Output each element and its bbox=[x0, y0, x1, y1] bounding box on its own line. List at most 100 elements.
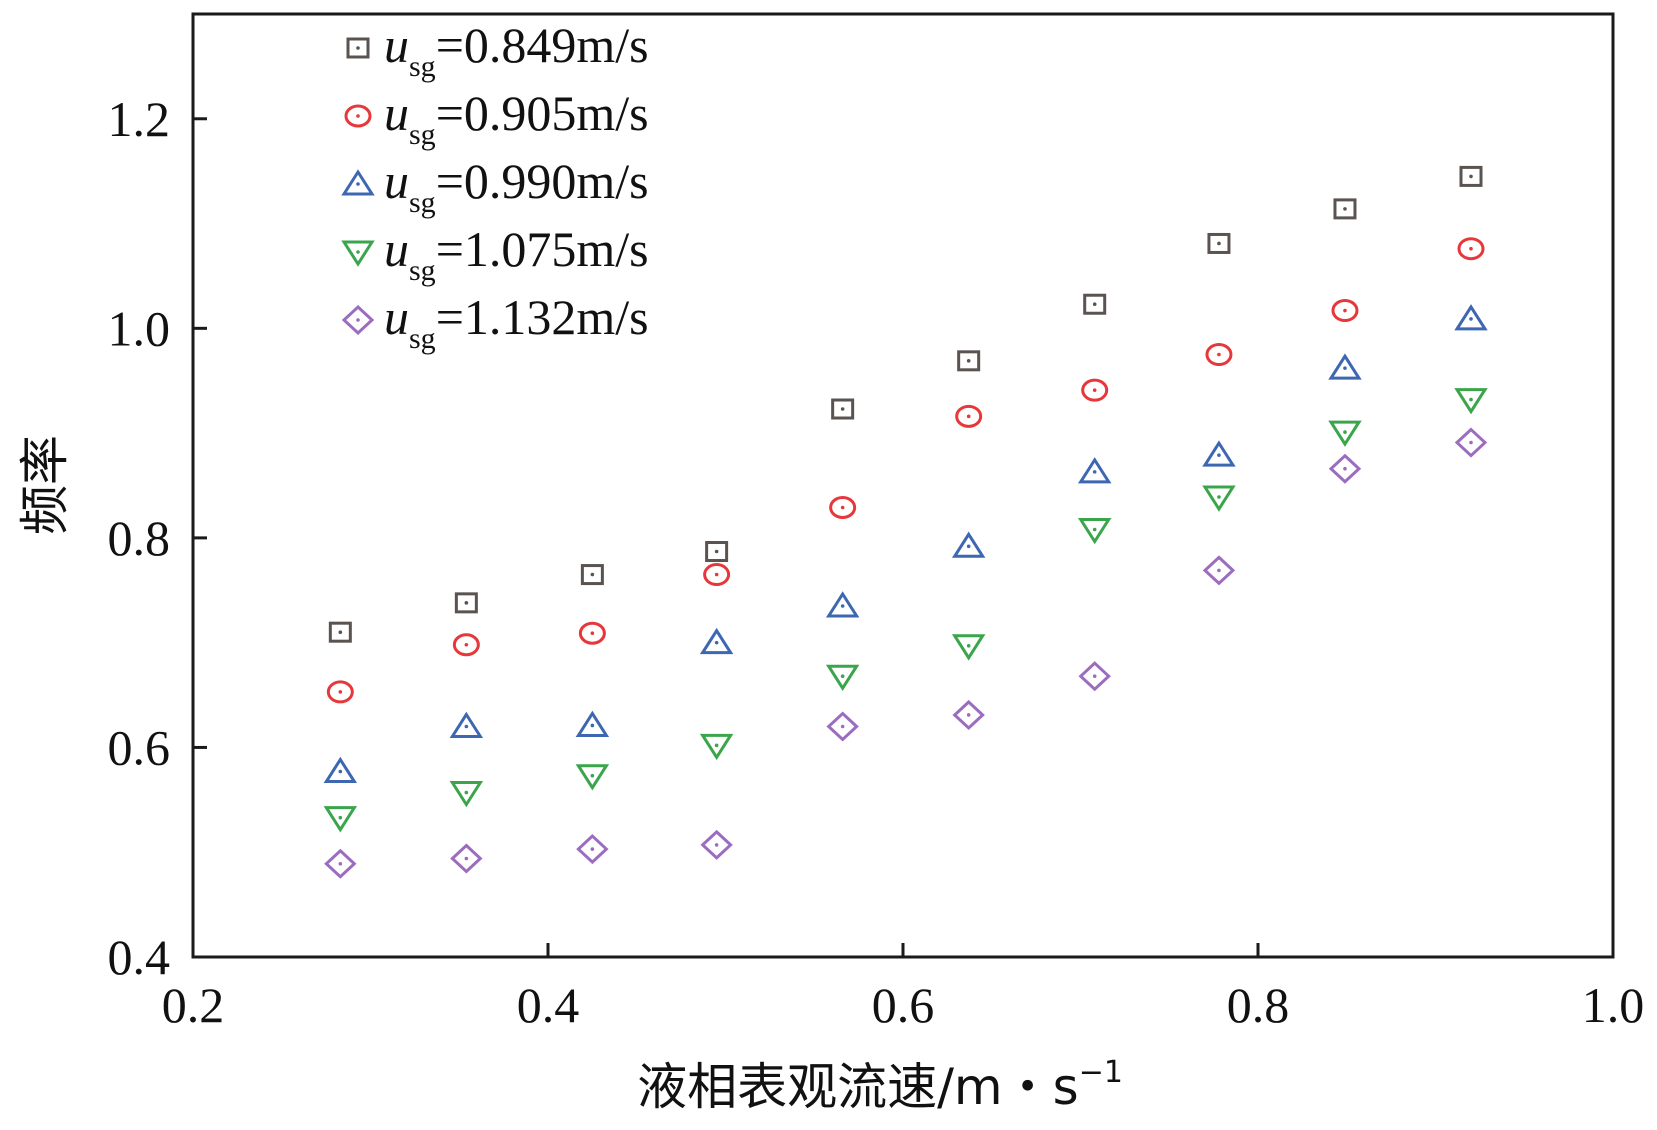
data-point bbox=[1081, 378, 1109, 402]
data-point bbox=[1202, 555, 1236, 586]
y-tick-label: 0.8 bbox=[108, 510, 171, 566]
legend-label-sub: sg bbox=[409, 186, 436, 219]
data-point bbox=[328, 621, 352, 643]
data-point bbox=[1459, 165, 1483, 187]
data-point bbox=[578, 621, 606, 645]
legend-label-var: u bbox=[384, 17, 409, 73]
data-point bbox=[576, 834, 609, 865]
x-tick-label: 0.6 bbox=[872, 977, 935, 1033]
x-tick-label: 0.2 bbox=[162, 977, 225, 1033]
y-axis-title: 频率 bbox=[16, 435, 74, 535]
data-point bbox=[580, 564, 604, 586]
legend-item: usg=1.075m/s bbox=[341, 221, 649, 287]
legend-label: usg=0.849m/s bbox=[384, 17, 649, 83]
data-point bbox=[952, 699, 985, 731]
data-point bbox=[575, 764, 610, 791]
legend-label: usg=1.075m/s bbox=[384, 221, 649, 287]
data-point bbox=[951, 634, 986, 661]
legend-label: usg=0.990m/s bbox=[384, 153, 649, 219]
data-point bbox=[1328, 420, 1362, 447]
legend-marker bbox=[341, 304, 375, 336]
legend: usg=0.849m/susg=0.905m/susg=0.990m/susg=… bbox=[341, 17, 649, 355]
x-tick-label: 0.4 bbox=[517, 977, 580, 1033]
data-point bbox=[955, 404, 983, 428]
y-tick-label: 1.2 bbox=[108, 91, 171, 147]
y-tick-label: 0.4 bbox=[108, 929, 171, 985]
data-point bbox=[1328, 453, 1362, 484]
data-point bbox=[1202, 485, 1236, 512]
legend-label-var: u bbox=[384, 153, 409, 209]
legend-marker bbox=[344, 104, 372, 128]
y-tick-label: 1.0 bbox=[108, 300, 171, 356]
legend-label-value: =0.905m/s bbox=[436, 85, 649, 141]
legend-marker bbox=[341, 240, 375, 267]
data-point bbox=[1454, 427, 1488, 458]
data-point bbox=[957, 350, 981, 372]
data-point bbox=[452, 633, 480, 657]
data-point bbox=[1077, 457, 1112, 484]
data-point bbox=[1328, 353, 1362, 380]
legend-label-sub: sg bbox=[409, 118, 436, 151]
legend-item: usg=0.990m/s bbox=[341, 153, 649, 219]
series-1 bbox=[328, 165, 1483, 643]
legend-label-value: =0.990m/s bbox=[436, 153, 649, 209]
legend-label-sub: sg bbox=[409, 254, 436, 287]
data-point bbox=[825, 591, 860, 618]
data-point bbox=[1454, 304, 1488, 331]
data-point bbox=[705, 541, 729, 563]
legend-label-var: u bbox=[384, 85, 409, 141]
data-point bbox=[1331, 299, 1359, 323]
data-point bbox=[1457, 237, 1485, 261]
legend-label-sub: sg bbox=[409, 322, 436, 355]
data-point bbox=[825, 664, 860, 691]
data-point bbox=[829, 496, 857, 520]
data-point bbox=[1078, 661, 1111, 692]
legend-label-sub: sg bbox=[409, 50, 436, 83]
data-point bbox=[454, 592, 478, 614]
legend-item: usg=0.849m/s bbox=[346, 17, 649, 83]
data-point bbox=[326, 680, 354, 704]
legend-label-value: =0.849m/s bbox=[436, 17, 649, 73]
x-axis-title-text: 液相表观流速/m・s bbox=[637, 1058, 1079, 1116]
y-tick-label: 0.6 bbox=[108, 719, 171, 775]
data-point bbox=[450, 843, 483, 874]
data-point bbox=[449, 711, 484, 738]
series-2 bbox=[326, 237, 1485, 704]
data-point bbox=[323, 806, 358, 833]
data-point bbox=[1077, 518, 1112, 545]
series-5 bbox=[324, 427, 1488, 879]
series-3 bbox=[323, 304, 1488, 784]
x-tick-label: 0.8 bbox=[1227, 977, 1290, 1033]
legend-item: usg=1.132m/s bbox=[341, 289, 649, 355]
axis-tick-labels: 0.2 0.4 0.6 0.8 1.00.40.60.81.01.2 bbox=[108, 91, 1645, 1033]
x-tick-label: 1.0 bbox=[1582, 977, 1645, 1033]
data-point bbox=[826, 711, 859, 742]
data-point bbox=[323, 756, 358, 784]
series-4 bbox=[323, 388, 1488, 833]
data-point bbox=[324, 848, 357, 879]
data-point bbox=[703, 563, 731, 587]
x-axis-title: 液相表观流速/m・s−1 bbox=[637, 1055, 1123, 1116]
data-points bbox=[323, 165, 1488, 879]
data-point bbox=[700, 829, 733, 860]
legend-label-var: u bbox=[384, 289, 409, 345]
legend-label: usg=1.132m/s bbox=[384, 289, 649, 355]
data-point bbox=[1454, 388, 1488, 415]
data-point bbox=[699, 733, 734, 761]
legend-label-value: =1.075m/s bbox=[436, 221, 649, 277]
legend-label: usg=0.905m/s bbox=[384, 85, 649, 151]
data-point bbox=[1333, 198, 1357, 220]
data-point bbox=[1207, 232, 1231, 254]
data-point bbox=[575, 710, 610, 737]
data-point bbox=[1202, 440, 1236, 467]
legend-marker bbox=[346, 37, 370, 59]
data-point bbox=[699, 627, 734, 655]
legend-label-value: =1.132m/s bbox=[436, 289, 649, 345]
data-point bbox=[951, 531, 986, 558]
data-point bbox=[1205, 343, 1233, 367]
data-point bbox=[831, 398, 855, 420]
legend-marker bbox=[341, 169, 375, 196]
legend-label-var: u bbox=[384, 221, 409, 277]
axis-ticks bbox=[191, 117, 1615, 959]
